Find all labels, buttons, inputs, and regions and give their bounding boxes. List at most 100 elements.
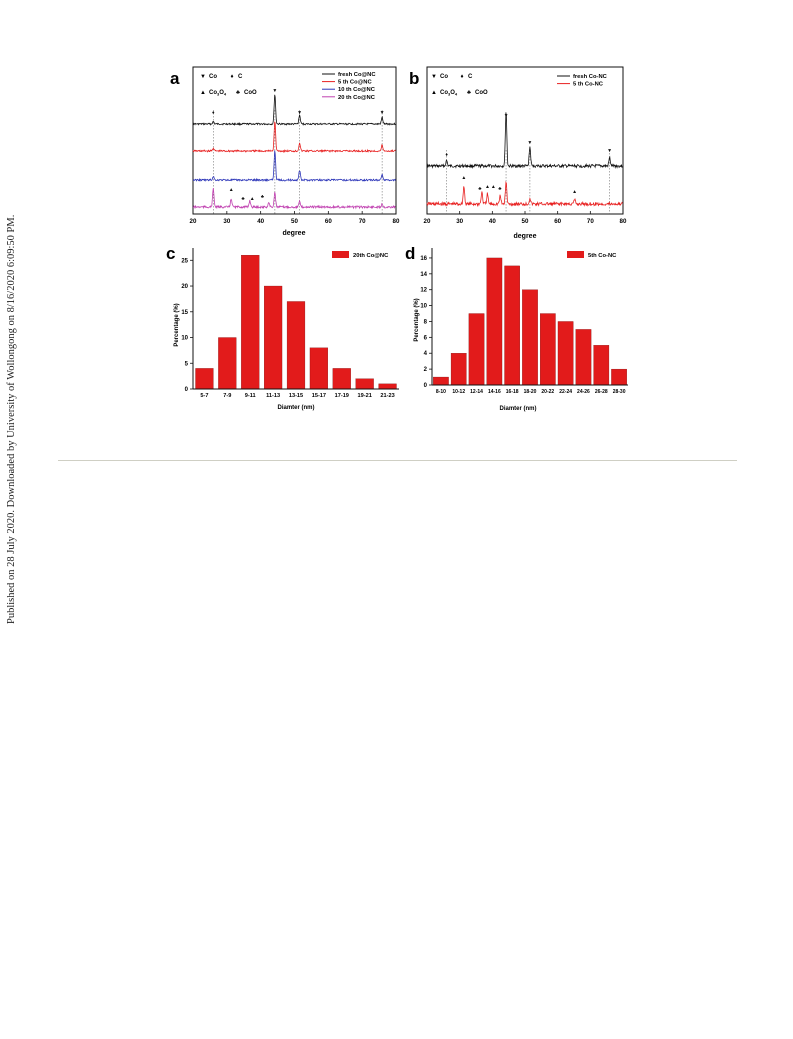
d-bar-18-20 bbox=[522, 289, 538, 386]
a-series-20-th-co-nc bbox=[192, 187, 396, 210]
d-bar-20-22 bbox=[540, 313, 556, 386]
panel-b-xrd-chart: ♦▼▼▼▲♣ ▲ ▲ ♣ ▲ 20 30 40 50 60 70 80 degree ▼ Co ♦ C▲ C… bbox=[424, 66, 627, 240]
a-peak-marker: ▼ bbox=[272, 88, 277, 94]
a-peak-marker: ♣ bbox=[241, 196, 245, 202]
b-legend-label: 5 th Co-NC bbox=[573, 82, 604, 88]
a-peak-marker: ▼ bbox=[380, 110, 385, 116]
b-x-tick-label: 50 bbox=[522, 218, 529, 225]
b-peak-marker: ▼ bbox=[607, 148, 612, 154]
d-bar-24-26 bbox=[575, 329, 592, 386]
a-peak-marker: ♣ bbox=[261, 194, 265, 200]
a-marker-label: CoO bbox=[244, 90, 257, 96]
b-series-fresh-co-nc bbox=[426, 112, 623, 169]
d-bar-22-24 bbox=[557, 321, 574, 386]
d-x-tick-label: 8-10 bbox=[436, 389, 446, 395]
a-x-tick-label: 40 bbox=[257, 218, 264, 225]
panel-b-frame bbox=[426, 66, 624, 215]
b-marker-label: CoO bbox=[475, 90, 488, 96]
c-legend-label: 20th Co@NC bbox=[353, 253, 389, 259]
c-y-tick-label: 10 bbox=[181, 336, 188, 342]
d-y-tick-label: 6 bbox=[424, 335, 428, 341]
d-x-tick-label: 20-22 bbox=[541, 389, 554, 395]
panel-label-b: b bbox=[409, 69, 419, 88]
a-legend-label: 20 th Co@NC bbox=[338, 95, 376, 101]
panel-c-xlabel: Diamter (nm) bbox=[277, 405, 314, 411]
c-x-tick-label: 17-19 bbox=[335, 393, 349, 399]
d-y-tick-label: 0 bbox=[424, 383, 428, 389]
b-peak-marker: ♦ bbox=[445, 152, 448, 158]
c-x-tick-label: 5-7 bbox=[200, 393, 208, 399]
a-marker-symbol: ▲ bbox=[200, 90, 206, 96]
d-bar-16-18 bbox=[504, 265, 520, 386]
d-bar-14-16 bbox=[486, 257, 503, 386]
a-marker-label: Co3O4 bbox=[209, 90, 227, 97]
d-x-tick-label: 16-18 bbox=[506, 389, 519, 395]
a-legend-label: 10 th Co@NC bbox=[338, 87, 376, 93]
a-x-tick-label: 80 bbox=[393, 218, 400, 225]
a-x-tick-label: 30 bbox=[223, 218, 230, 225]
panel-d-histogram: 8-10 10-12 12-14 14-16 16-18 18-20 20-22 22-24 2… bbox=[414, 248, 628, 412]
panel-a-xlabel: degree bbox=[283, 230, 306, 237]
c-bar-15-17 bbox=[309, 347, 328, 390]
c-y-tick-label: 15 bbox=[181, 310, 188, 316]
a-marker-symbol: ♣ bbox=[236, 90, 240, 96]
b-peak-marker: ▲ bbox=[485, 184, 490, 190]
b-marker-label: C bbox=[468, 74, 473, 80]
b-x-tick-label: 30 bbox=[456, 218, 463, 225]
d-y-tick-label: 16 bbox=[420, 256, 427, 262]
a-series-10-th-co-nc bbox=[192, 150, 396, 182]
b-peak-marker: ▼ bbox=[504, 113, 509, 119]
d-bar-10-12 bbox=[450, 353, 467, 386]
d-bar-26-28 bbox=[593, 345, 610, 386]
a-peak-marker: ▲ bbox=[229, 187, 234, 193]
d-bar-28-30 bbox=[611, 368, 627, 386]
a-series-fresh-co-nc bbox=[192, 94, 396, 127]
c-x-tick-label: 15-17 bbox=[312, 393, 326, 399]
b-marker-symbol: ♣ bbox=[467, 90, 471, 96]
a-x-tick-label: 60 bbox=[325, 218, 332, 225]
panel-d-ylabel: Percentage (%) bbox=[414, 298, 420, 341]
b-legend-label: fresh Co-NC bbox=[573, 74, 608, 80]
b-x-tick-label: 70 bbox=[587, 218, 594, 225]
c-y-tick-label: 20 bbox=[181, 284, 188, 290]
a-legend-label: 5 th Co@NC bbox=[338, 80, 372, 86]
c-y-tick-label: 0 bbox=[185, 387, 189, 393]
panel-label-d: d bbox=[405, 244, 415, 263]
c-bar-5-7 bbox=[195, 368, 214, 390]
page-divider bbox=[58, 460, 737, 461]
d-x-tick-label: 14-16 bbox=[488, 389, 501, 395]
a-peak-marker: ▼ bbox=[297, 110, 302, 116]
d-y-tick-label: 2 bbox=[424, 367, 428, 373]
c-bar-11-13 bbox=[264, 285, 283, 390]
d-y-tick-label: 8 bbox=[424, 319, 428, 325]
c-legend-swatch bbox=[332, 251, 349, 258]
c-bar-21-23 bbox=[378, 383, 397, 390]
b-marker-symbol: ▼ bbox=[431, 74, 437, 80]
d-y-tick-label: 14 bbox=[420, 272, 427, 278]
b-marker-label: Co3O4 bbox=[440, 90, 458, 97]
a-x-tick-label: 20 bbox=[190, 218, 197, 225]
b-marker-symbol: ▲ bbox=[431, 90, 437, 96]
b-peak-marker: ▼ bbox=[527, 140, 532, 146]
a-marker-label: Co bbox=[209, 74, 217, 80]
d-y-tick-label: 4 bbox=[424, 351, 428, 357]
d-x-tick-label: 22-24 bbox=[559, 389, 572, 395]
c-bar-13-15 bbox=[286, 301, 306, 390]
c-x-tick-label: 19-21 bbox=[358, 393, 372, 399]
b-x-tick-label: 60 bbox=[554, 218, 561, 225]
a-legend-label: fresh Co@NC bbox=[338, 72, 376, 78]
c-y-tick-label: 25 bbox=[181, 258, 188, 264]
d-bar-12-14 bbox=[468, 313, 485, 386]
b-peak-marker: ▲ bbox=[491, 184, 496, 190]
panel-c-histogram: 5-7 7-9 9-11 11-13 13-15 15-17 17-19 19-21 21-23… bbox=[174, 248, 399, 411]
b-peak-marker: ▲ bbox=[461, 175, 466, 181]
panel-b-xlabel: degree bbox=[514, 233, 537, 240]
panel-a-xrd-chart: ♦▼▼ ▼▲♣ ▲ ♣ 20 30 40 50 60 70 80 degree ▼ Co ♦ C▲ Co3… bbox=[190, 66, 400, 237]
panel-label-c: c bbox=[166, 244, 175, 263]
c-bar-17-19 bbox=[332, 368, 351, 390]
d-x-tick-label: 24-26 bbox=[577, 389, 590, 395]
a-marker-symbol: ♦ bbox=[230, 74, 233, 80]
panel-label-a: a bbox=[170, 69, 180, 88]
c-bar-9-11 bbox=[241, 254, 260, 390]
a-peak-marker: ♦ bbox=[212, 110, 215, 116]
